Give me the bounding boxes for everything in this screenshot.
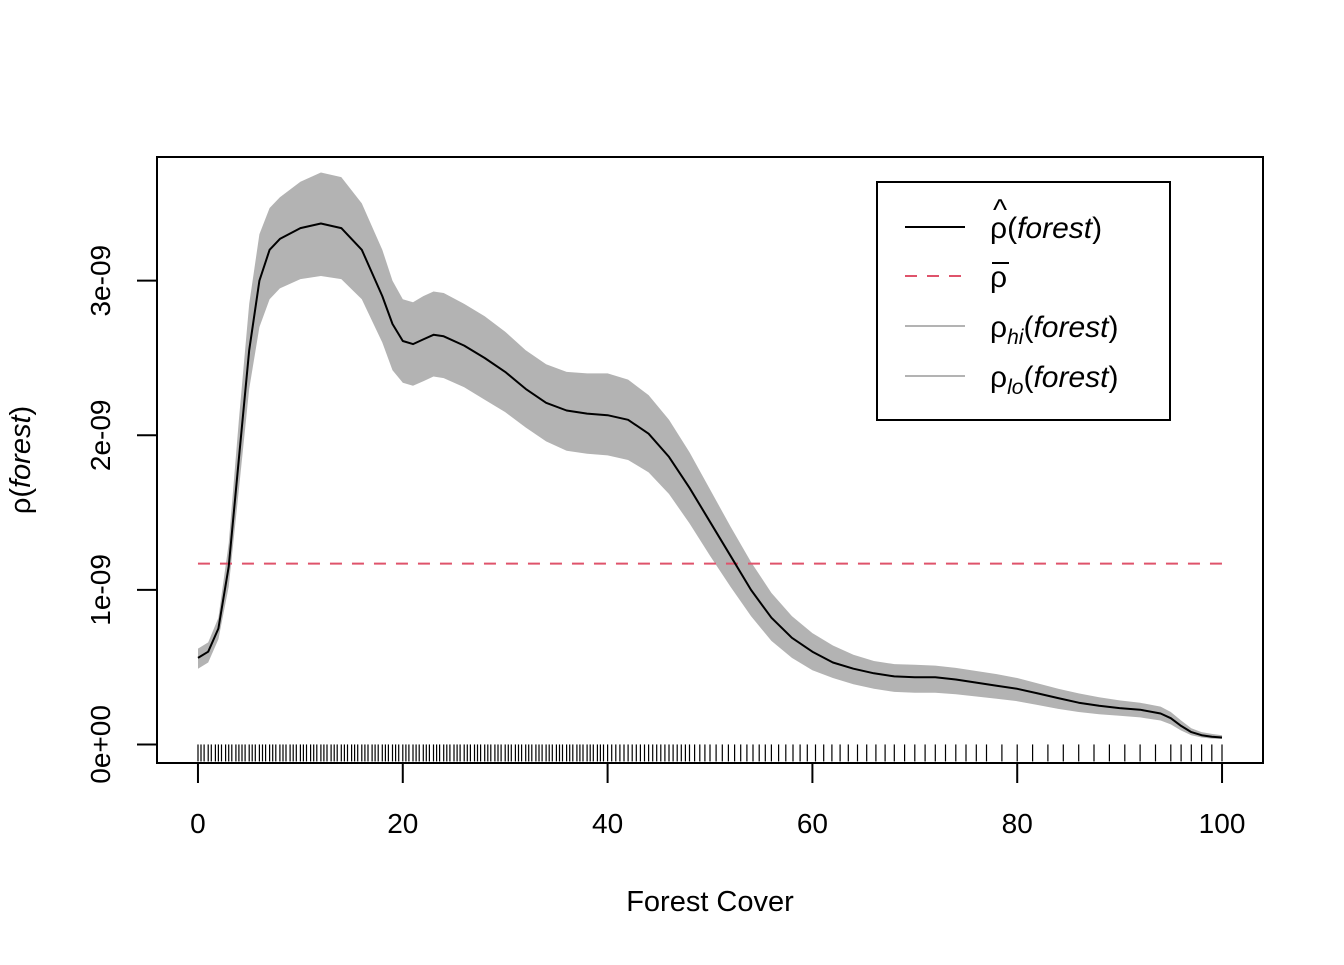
y-tick-label: 0e+00: [85, 705, 116, 784]
x-tick-label: 0: [190, 808, 206, 839]
legend-label-hi: ρhi(forest): [990, 311, 1118, 349]
legend-box: [876, 181, 1171, 421]
legend-label-average: ρ: [990, 261, 1007, 294]
legend: ρ(forest) ^ ρ ρhi(forest) ρlo(forest): [876, 181, 1171, 421]
rug-ticks: [197, 744, 1223, 762]
x-tick-label: 60: [797, 808, 828, 839]
y-axis: 0e+00 1e-09 2e-09 3e-09: [85, 245, 158, 784]
y-tick-label: 2e-09: [85, 399, 116, 471]
x-tick-label: 100: [1199, 808, 1246, 839]
x-tick-label: 80: [1002, 808, 1033, 839]
x-tick-label: 40: [592, 808, 623, 839]
legend-hat-mark: ^: [993, 194, 1007, 227]
x-axis: 0 20 40 60 80 100: [190, 762, 1246, 839]
y-tick-label: 1e-09: [85, 554, 116, 626]
series-lines: [197, 222, 1223, 739]
confidence-envelope: [198, 172, 1222, 739]
x-tick-label: 20: [387, 808, 418, 839]
y-tick-label: 3e-09: [85, 245, 116, 317]
envelope-band: [198, 172, 1222, 739]
legend-label-estimate: ρ(forest): [990, 212, 1102, 245]
x-axis-title: Forest Cover: [626, 886, 794, 918]
estimate-line: [197, 222, 1223, 739]
y-axis-title: ρ(forest): [5, 406, 37, 514]
